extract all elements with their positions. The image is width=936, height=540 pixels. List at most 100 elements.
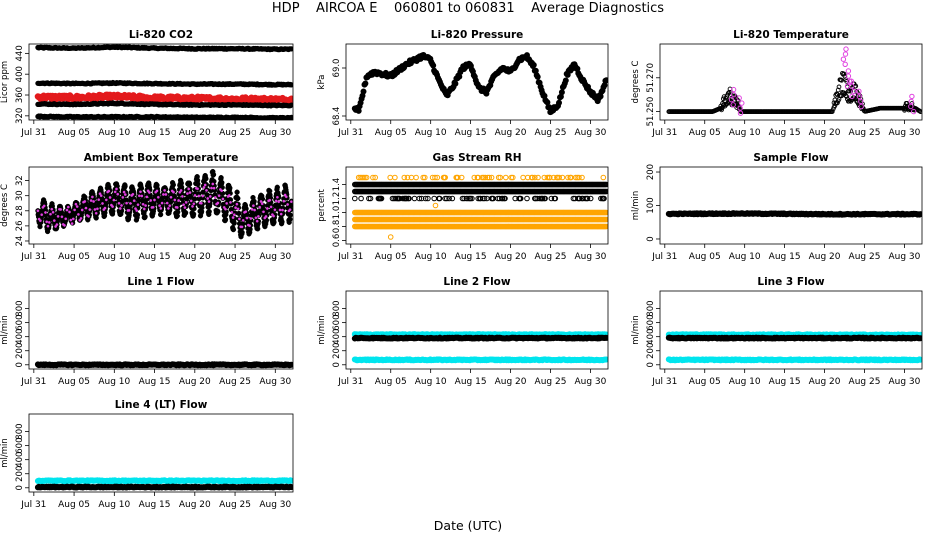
data-point	[268, 198, 272, 202]
data-point	[858, 98, 864, 105]
x-tick-label: Aug 15	[139, 252, 171, 262]
data-point	[918, 109, 922, 114]
data-point	[358, 195, 364, 202]
data-point	[600, 174, 607, 181]
data-point	[164, 193, 168, 196]
data-point	[122, 183, 128, 189]
y-axis-label: degrees C	[0, 184, 10, 227]
figure-title: HDP AIRCOA E 060801 to 060831 Average Di…	[271, 1, 665, 16]
x-tick-label: Aug 05	[58, 252, 90, 262]
data-point	[186, 181, 193, 187]
data-point	[535, 174, 541, 181]
data-point	[55, 223, 59, 226]
data-point	[227, 185, 233, 191]
data-point	[200, 201, 203, 205]
x-tick-label: Jul 31	[20, 252, 46, 262]
data-point	[728, 97, 735, 103]
data-point	[255, 226, 261, 232]
x-tick-label: Aug 10	[98, 252, 130, 262]
data-point	[251, 198, 257, 205]
data-point	[279, 219, 285, 225]
data-point	[91, 195, 94, 199]
data-point	[236, 207, 240, 211]
data-point	[234, 189, 240, 195]
data-point	[136, 203, 140, 207]
data-point	[835, 100, 840, 106]
data-point	[46, 224, 50, 228]
data-point	[79, 217, 83, 220]
series-ambient	[34, 91, 293, 105]
y-tick-label: 440	[15, 45, 25, 61]
data-point	[202, 186, 206, 189]
plot-frame	[345, 43, 609, 121]
data-point	[259, 200, 263, 203]
data-point	[236, 210, 242, 217]
data-point	[139, 190, 142, 194]
panel-title: Gas Stream RH	[432, 152, 521, 164]
x-tick-label: Aug 25	[849, 128, 881, 138]
data-point	[278, 208, 282, 212]
y-tick-label: 69.0	[332, 59, 342, 78]
data-point	[184, 201, 188, 204]
data-point	[534, 73, 541, 80]
data-point	[559, 174, 566, 181]
data-point	[190, 211, 197, 217]
data-point	[188, 191, 192, 194]
data-point	[269, 205, 273, 209]
y-tick-label: 0.6	[332, 234, 342, 248]
y-tick-label: 30	[15, 190, 25, 201]
data-point	[74, 202, 78, 206]
data-point	[179, 189, 183, 192]
data-point	[140, 194, 144, 198]
data-point	[849, 93, 855, 100]
data-point	[75, 205, 79, 208]
data-point	[120, 204, 123, 207]
y-axis-label: ml/min	[631, 191, 641, 221]
x-tick-label: Aug 05	[689, 128, 721, 138]
data-point	[93, 208, 97, 211]
data-point	[117, 201, 121, 205]
data-point	[50, 207, 54, 211]
x-tick-label: Aug 30	[259, 252, 291, 262]
data-point	[165, 201, 169, 205]
x-tick-label: Jul 31	[337, 128, 363, 138]
data-point	[264, 215, 268, 218]
y-tick-label: 1.0	[332, 206, 342, 220]
data-point	[36, 209, 40, 213]
data-point	[96, 207, 99, 211]
data-point	[730, 86, 737, 93]
data-point	[258, 205, 262, 209]
data-point	[65, 208, 69, 212]
data-point	[254, 216, 258, 220]
x-tick-label: Aug 20	[179, 128, 211, 138]
data-point	[282, 199, 286, 203]
data-layer	[665, 210, 922, 218]
data-point	[201, 194, 205, 198]
data-point	[360, 88, 367, 95]
data-point	[160, 201, 164, 205]
data-point	[157, 211, 164, 218]
series-box-range	[35, 168, 293, 240]
plot-frame	[28, 43, 294, 121]
data-point	[840, 56, 847, 62]
data-point	[181, 195, 184, 198]
data-point	[121, 196, 125, 199]
y-axis-label: percent	[317, 189, 327, 222]
y-axis-label: kPa	[317, 75, 327, 90]
data-point	[172, 190, 175, 194]
data-point	[217, 194, 221, 198]
series-temperature	[666, 70, 922, 114]
data-point	[230, 226, 237, 233]
data-point	[191, 205, 194, 208]
data-point	[387, 174, 394, 181]
data-point	[175, 206, 179, 209]
series-sample-flow	[665, 210, 922, 218]
y-tick-label: 51.250	[646, 97, 656, 127]
data-point	[556, 99, 563, 106]
data-point	[159, 207, 163, 210]
data-point	[579, 174, 585, 181]
x-tick-label: Aug 20	[495, 252, 527, 262]
data-point	[218, 175, 224, 181]
data-point	[235, 195, 241, 202]
